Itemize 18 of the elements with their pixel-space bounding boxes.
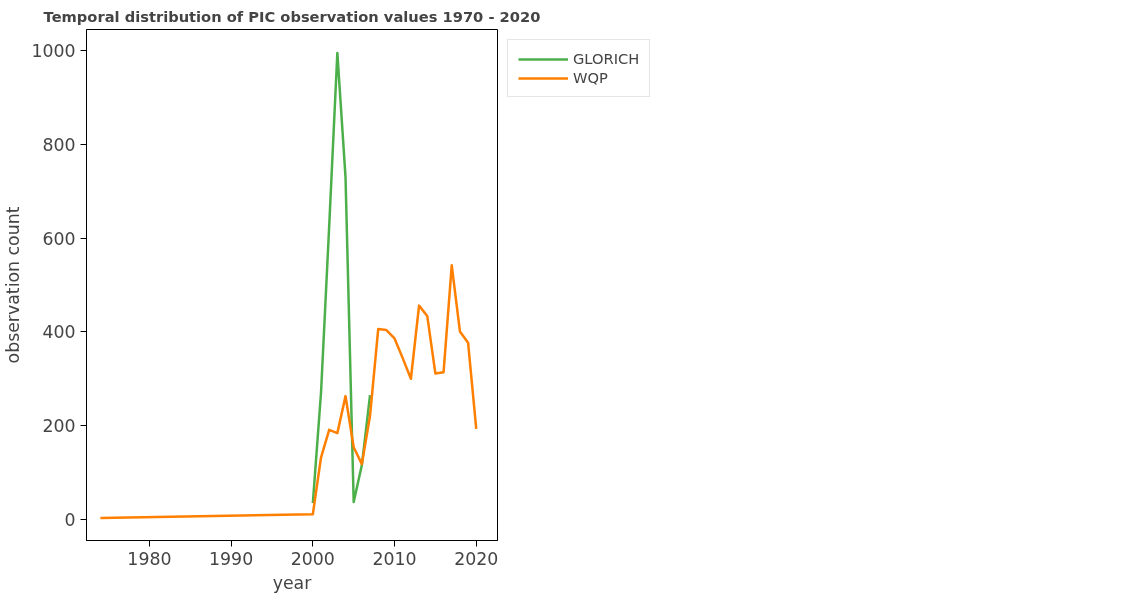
legend-label: GLORICH: [573, 50, 640, 67]
y-tick-label: 200: [42, 416, 76, 437]
y-tick-label: 600: [42, 228, 76, 249]
y-tick-label: 0: [64, 509, 76, 530]
y-axis-title: observation count: [3, 206, 24, 364]
y-tick-label: 800: [42, 134, 76, 155]
x-tick-label: 2000: [290, 548, 335, 569]
x-tick-label: 2020: [454, 548, 499, 569]
chart-title: Temporal distribution of PIC observation values 1970 - 2020: [43, 7, 541, 25]
y-tick-label: 1000: [31, 41, 76, 62]
x-axis-title: year: [272, 572, 313, 593]
x-tick-label: 2010: [372, 548, 417, 569]
x-tick-label: 1980: [127, 548, 172, 569]
x-tick-label: 1990: [209, 548, 254, 569]
y-tick-label: 400: [42, 322, 76, 343]
line-series: [99, 264, 478, 520]
line-series: [311, 51, 372, 505]
legend-label: WQP: [573, 69, 608, 86]
